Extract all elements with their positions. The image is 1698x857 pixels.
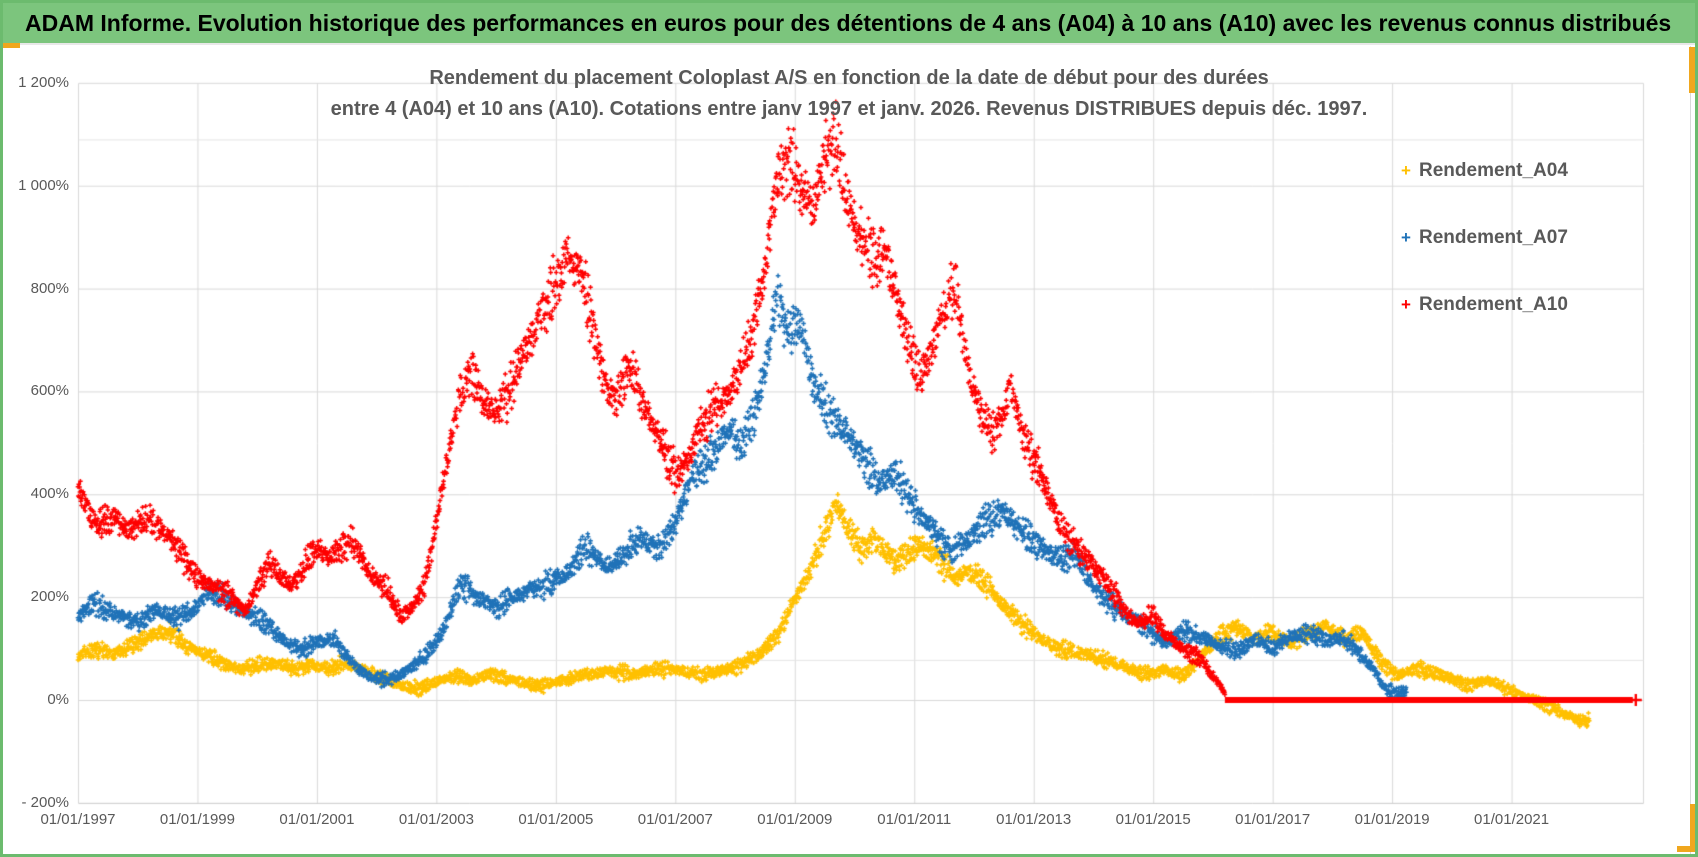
legend-item-rendement-a07[interactable]: + Rendement_A07 (1401, 226, 1568, 250)
y-axis-label: 0% (47, 691, 69, 708)
sheet-header-banner: ADAM Informe. Evolution historique des p… (3, 3, 1695, 45)
x-axis-label: 01/01/1999 (159, 811, 235, 828)
legend-label: Rendement_A07 (1419, 227, 1568, 248)
x-axis-label: 01/01/2013 (996, 811, 1072, 828)
plus-marker-icon: + (1401, 295, 1411, 314)
x-axis-label: 01/01/2001 (279, 811, 355, 828)
y-axis-label: - 200% (21, 793, 69, 811)
x-axis-label: 01/01/2011 (877, 811, 952, 828)
x-axis-label: 01/01/2005 (518, 811, 594, 828)
legend-label: Rendement_A04 (1419, 160, 1568, 181)
chart-object-right-border (1690, 46, 1691, 854)
selection-handle-top-left[interactable] (3, 43, 20, 48)
y-axis-label: 1 200% (18, 73, 69, 91)
x-axis-label: 01/01/1997 (40, 811, 116, 828)
legend-item-rendement-a04[interactable]: + Rendement_A04 (1401, 159, 1568, 183)
x-axis-label: 01/01/2007 (637, 811, 713, 828)
x-axis-label: 01/01/2017 (1235, 811, 1311, 828)
plus-marker-icon: + (1401, 228, 1411, 247)
selection-handle-top-right[interactable] (1689, 47, 1695, 93)
plus-marker-icon: + (1401, 161, 1411, 180)
legend-item-rendement-a10[interactable]: + Rendement_A10 (1401, 293, 1568, 317)
chart-legend: + Rendement_A04 + Rendement_A07 + Rendem… (1401, 159, 1568, 360)
x-axis-label: 01/01/2019 (1354, 811, 1430, 828)
y-axis-label: 200% (30, 588, 69, 606)
sheet-header-title: ADAM Informe. Evolution historique des p… (25, 9, 1672, 36)
y-axis-label: 400% (30, 485, 69, 503)
x-axis-label: 01/01/2009 (757, 811, 833, 828)
x-axis-label: 01/01/2003 (398, 811, 474, 828)
y-axis-label: 600% (30, 382, 69, 400)
selection-handle-bottom-right-horizontal[interactable] (1677, 846, 1695, 852)
x-axis-label: 01/01/2021 (1474, 811, 1550, 828)
selection-handle-bottom-right-vertical[interactable] (1690, 804, 1695, 852)
chart-plot-area[interactable] (3, 3, 1695, 854)
x-axis-label: 01/01/2015 (1115, 811, 1191, 828)
y-axis-label: 1 000% (18, 176, 69, 194)
chart-object-bottom-border (3, 854, 1691, 855)
legend-label: Rendement_A10 (1419, 294, 1568, 315)
y-axis-label: 800% (30, 279, 69, 297)
